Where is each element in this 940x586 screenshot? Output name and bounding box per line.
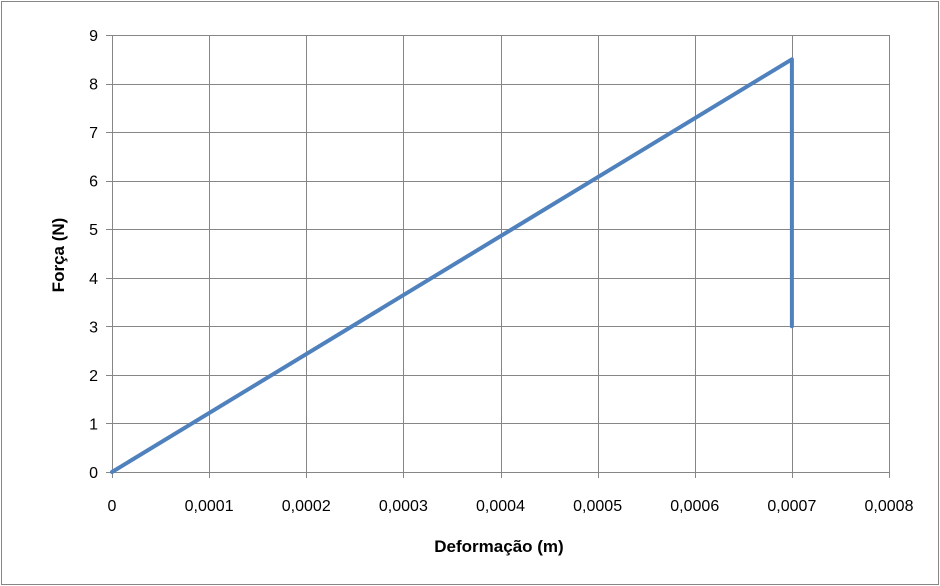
y-axis-title: Força (N) <box>49 218 68 293</box>
x-axis-title: Deformação (m) <box>434 537 563 556</box>
y-tick-label: 2 <box>89 368 98 385</box>
x-tick-label: 0,0001 <box>185 498 234 515</box>
x-tick-label: 0,0006 <box>670 498 719 515</box>
x-tick-label: 0,0002 <box>282 498 331 515</box>
y-tick-label: 4 <box>89 271 98 288</box>
y-tick-label: 6 <box>89 174 98 191</box>
x-tick-label: 0,0008 <box>865 498 914 515</box>
series-layer <box>110 57 794 474</box>
gridlines <box>112 35 890 472</box>
y-tick-label: 7 <box>89 125 98 142</box>
y-tick-label: 1 <box>89 416 98 433</box>
y-tick-label: 8 <box>89 77 98 94</box>
y-tick-label: 0 <box>89 465 98 482</box>
x-tick-label: 0,0005 <box>573 498 622 515</box>
y-tick-label: 9 <box>89 28 98 45</box>
y-tick-label: 5 <box>89 222 98 239</box>
axes <box>106 35 890 478</box>
x-tick-label: 0,0007 <box>767 498 816 515</box>
x-tick-label: 0 <box>108 498 117 515</box>
series-line <box>110 57 794 474</box>
y-tick-label: 3 <box>89 319 98 336</box>
x-tick-label: 0,0003 <box>379 498 428 515</box>
x-tick-label: 0,0004 <box>476 498 525 515</box>
tick-labels: 0 0,0001 0,0002 0,0003 0,0004 0,0005 0,0006 0,0… <box>89 28 913 515</box>
